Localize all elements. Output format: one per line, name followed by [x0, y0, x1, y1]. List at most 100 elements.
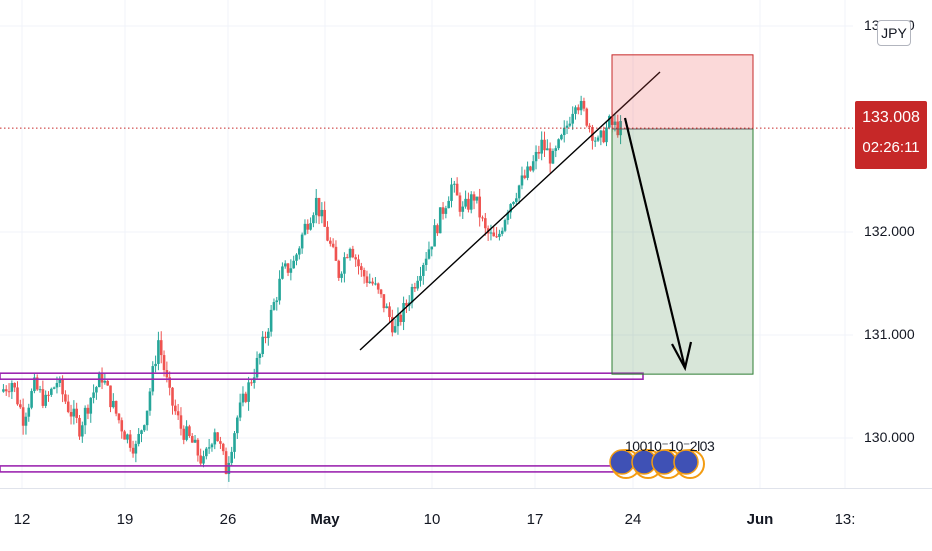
candle-body [376, 283, 380, 290]
candle-body [140, 430, 143, 434]
candle-body [512, 201, 515, 205]
candle-body [114, 400, 118, 414]
time-tick-label: 12 [13, 511, 31, 528]
currency-badge[interactable]: JPY [877, 20, 911, 46]
candle-body [351, 248, 355, 258]
time-tick-label: 10 [423, 511, 441, 528]
candle-body [534, 151, 538, 162]
candle-body [38, 389, 42, 391]
candle-body [2, 389, 5, 392]
candle-body [281, 266, 284, 279]
candle-body [574, 107, 577, 114]
candle-body [44, 394, 47, 406]
candle-body [174, 405, 177, 412]
candle-body [16, 387, 19, 405]
support-line [0, 372, 644, 381]
candle-body [509, 204, 512, 213]
candle-body [323, 209, 326, 227]
candle-body [371, 281, 374, 284]
candle-body [303, 223, 307, 235]
candle-body [69, 411, 73, 417]
candle-body [219, 441, 222, 444]
candle-body [410, 286, 414, 303]
candle-body [517, 185, 521, 199]
candle-body [176, 411, 180, 416]
candle-body [374, 283, 377, 285]
candle-body [182, 428, 186, 440]
candle-body [216, 432, 219, 442]
candle-body [340, 273, 343, 278]
candle-body [134, 443, 138, 454]
candle-body [19, 404, 22, 408]
candle-body [531, 161, 535, 171]
forecast-arrowhead [671, 341, 693, 372]
candle-body [24, 416, 28, 426]
candle-body [464, 198, 467, 207]
candle-body [343, 257, 346, 274]
candle-body [419, 275, 422, 281]
candle-body [269, 309, 273, 332]
candle-body [159, 340, 163, 356]
candle-body [396, 314, 400, 327]
candle-body [554, 148, 558, 151]
candle-body [106, 380, 109, 386]
time-axis[interactable]: 12 19 26 May 10 17 24 Jun 13: [0, 488, 932, 551]
candle-body [66, 401, 70, 412]
candle-body [252, 377, 256, 383]
candle-body [109, 385, 112, 408]
candle-body [540, 139, 543, 154]
candle-body [314, 197, 318, 216]
candle-body [230, 451, 233, 463]
candle-body [613, 121, 617, 125]
candle-body [424, 258, 428, 265]
candle-body [72, 408, 76, 417]
candle-body [326, 226, 329, 241]
candle-body [345, 257, 349, 259]
candle-body [58, 379, 62, 383]
candle-body [306, 223, 310, 230]
candle-body [543, 139, 546, 151]
time-tick-label: 17 [526, 511, 544, 528]
candle-body [213, 432, 217, 445]
candle-body [196, 439, 200, 456]
candle-body [469, 194, 473, 210]
price-chart[interactable] [0, 0, 853, 488]
candle-body [413, 286, 417, 289]
candle-body [154, 363, 157, 367]
candle-body [300, 234, 304, 249]
candle-body [75, 408, 78, 418]
candle-body [500, 230, 504, 234]
time-tick-label: 19 [116, 511, 134, 528]
candle-body [317, 197, 321, 217]
candle-body [112, 400, 115, 408]
eu-flag-icon [673, 449, 699, 475]
candle-body [199, 455, 202, 464]
candle-body [286, 263, 290, 273]
candle-body [272, 302, 276, 310]
candle-body [596, 137, 600, 141]
candle-body [357, 259, 360, 267]
candle-body [205, 448, 208, 457]
candle-body [289, 268, 293, 273]
economic-events-label: 10010⁻10⁻2l03 [625, 438, 715, 454]
trendline [359, 71, 661, 351]
candle-body [579, 100, 583, 111]
candle-body [365, 276, 369, 283]
candle-body [495, 236, 498, 238]
candle-body [97, 374, 101, 388]
candle-body [21, 407, 25, 426]
candle-body [441, 207, 445, 214]
candle-body [382, 294, 386, 309]
candle-body [546, 148, 549, 151]
candle-body [588, 125, 591, 128]
candle-body [379, 289, 383, 295]
candle-body [320, 209, 324, 217]
candle-body [179, 415, 183, 429]
candle-body [92, 392, 95, 398]
candle-body [529, 166, 532, 171]
candle-body [50, 388, 53, 395]
candle-body [4, 389, 8, 392]
candle-body [478, 196, 481, 218]
candle-body [348, 248, 352, 258]
